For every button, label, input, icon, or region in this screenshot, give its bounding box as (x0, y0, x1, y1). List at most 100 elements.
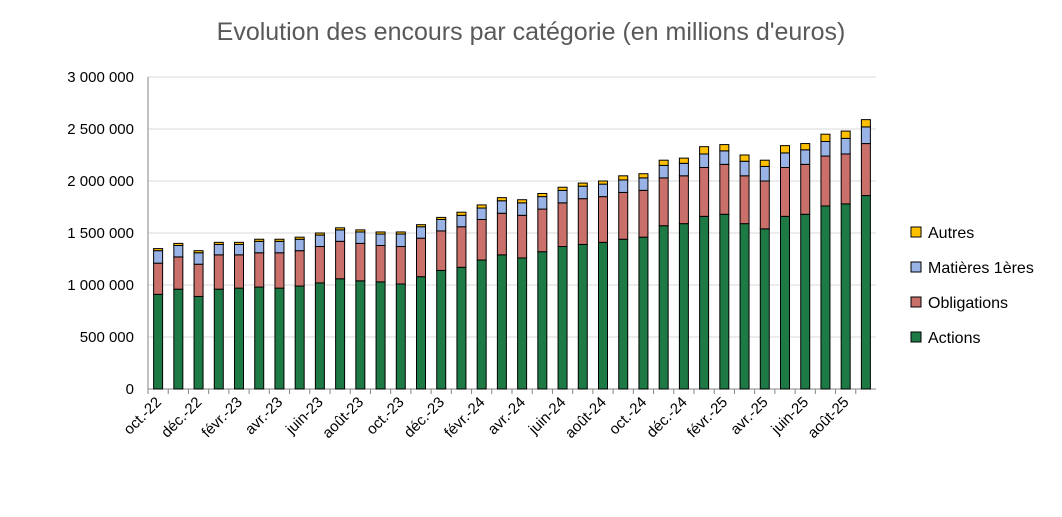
bar-segment-actions (780, 215, 790, 390)
bar-segment-mati-res-1-res (153, 250, 164, 264)
bar-segment-obligations (800, 163, 811, 215)
bar-segment-autres (577, 182, 588, 187)
bar-segment-actions (517, 257, 528, 390)
bar-segment-actions (213, 288, 224, 390)
x-tick-label: avr.-24 (484, 394, 528, 438)
bar-segment-mati-res-1-res (759, 165, 770, 182)
bar-segment-mati-res-1-res (375, 233, 386, 246)
bar-segment-obligations (153, 262, 164, 295)
bar-segment-autres (355, 229, 366, 233)
bar-segment-actions (234, 287, 244, 390)
bar-segment-mati-res-1-res (598, 183, 608, 198)
bar-segment-mati-res-1-res (678, 162, 689, 177)
bar-segment-autres (557, 186, 568, 191)
legend-swatch (910, 331, 922, 343)
bar-segment-autres (193, 250, 204, 254)
bar-segment-mati-res-1-res (274, 240, 285, 254)
bar-segment-obligations (719, 163, 730, 215)
y-tick-label: 3 000 000 (67, 69, 134, 86)
bar-segment-autres (517, 199, 528, 204)
bar-segment-actions (678, 223, 689, 390)
x-tick-label: août-23 (319, 394, 367, 442)
legend-label: Autres (928, 225, 974, 242)
bar-segment-mati-res-1-res (193, 252, 204, 265)
bar-segment-autres (658, 159, 669, 166)
bar-segment-obligations (234, 254, 244, 289)
bar-segment-mati-res-1-res (658, 164, 669, 179)
bar-segment-actions (699, 215, 710, 390)
bar-segment-autres (537, 192, 548, 198)
bar-segment-autres (618, 175, 629, 181)
bar-segment-actions (719, 213, 730, 390)
y-tick-label: 1 500 000 (67, 225, 134, 242)
bar-segment-autres (375, 231, 386, 235)
bar-segment-mati-res-1-res (173, 244, 184, 258)
bar-segment-actions (759, 228, 770, 390)
bar-segment-mati-res-1-res (436, 218, 447, 232)
bar-segment-mati-res-1-res (416, 226, 426, 239)
bar-segment-autres (719, 144, 730, 152)
bar-segment-autres (416, 224, 426, 228)
bar-segment-actions (618, 238, 629, 390)
bar-segment-mati-res-1-res (213, 243, 224, 256)
bar-segment-autres (213, 241, 224, 245)
x-tick-label: oct.-24 (606, 394, 650, 438)
bar-segment-autres (840, 130, 851, 139)
bar-segment-actions (800, 213, 811, 390)
y-tick-label: 500 000 (80, 329, 134, 346)
x-tick-label: oct.-22 (120, 394, 164, 438)
bar-segment-obligations (678, 175, 689, 225)
bar-segment-autres (860, 119, 871, 128)
bar-segment-mati-res-1-res (517, 202, 528, 216)
bar-segment-actions (416, 276, 426, 390)
bar-segment-autres (759, 159, 770, 167)
x-tick-label: avr.-23 (242, 394, 286, 438)
bar-segment-autres (436, 216, 447, 220)
bar-segment-obligations (860, 143, 871, 197)
y-tick-label: 0 (126, 381, 134, 398)
bar-segment-obligations (476, 218, 487, 261)
bar-segment-mati-res-1-res (840, 137, 851, 155)
bar-segment-obligations (294, 250, 305, 287)
bar-segment-actions (598, 241, 608, 390)
chart-title: Evolution des encours par catégorie (en … (216, 18, 846, 46)
legend-swatch (910, 296, 922, 308)
legend: Autres Matières 1ères Obligations Actions (910, 225, 1034, 347)
bar-segment-autres (314, 232, 325, 236)
bar-segment-autres (780, 145, 790, 154)
x-tick-label: avr.-25 (727, 394, 771, 438)
bar-segment-mati-res-1-res (355, 231, 366, 244)
bar-segment-obligations (375, 244, 386, 283)
bar-segment-actions (537, 251, 548, 390)
x-tick-label: févr.-25 (684, 394, 731, 441)
bar-segment-mati-res-1-res (577, 185, 588, 200)
bar-segment-autres (496, 197, 507, 202)
y-tick-label: 2 000 000 (67, 173, 134, 190)
bar-segment-autres (678, 157, 689, 164)
bar-segment-obligations (577, 198, 588, 245)
bar-segment-mati-res-1-res (800, 149, 811, 165)
x-tick-label: févr.-23 (198, 394, 245, 441)
bar-segment-mati-res-1-res (476, 207, 487, 220)
bar-segment-obligations (820, 155, 831, 207)
bar-segment-mati-res-1-res (254, 240, 265, 254)
bar-segment-obligations (496, 212, 507, 256)
bar-segment-mati-res-1-res (537, 196, 548, 210)
bar-segment-autres (153, 248, 164, 252)
bar-segment-obligations (840, 153, 851, 205)
bar-segment-obligations (213, 254, 224, 290)
legend-label: Actions (928, 330, 980, 347)
bar-segment-mati-res-1-res (496, 200, 507, 214)
bar-segment-actions (557, 246, 568, 390)
bar-segment-actions (476, 259, 487, 390)
x-tick-label: févr.-24 (441, 394, 488, 441)
bar-segment-actions (193, 295, 204, 390)
x-tick-label: août-25 (805, 394, 853, 442)
bar-segment-autres (699, 146, 710, 155)
x-tick-label: août-24 (562, 394, 610, 442)
bar-segment-actions (294, 285, 305, 390)
bar-segment-obligations (638, 189, 649, 238)
x-tick-label: déc.-22 (158, 394, 205, 441)
bar-segment-obligations (658, 177, 669, 227)
bar-segment-obligations (416, 237, 426, 278)
